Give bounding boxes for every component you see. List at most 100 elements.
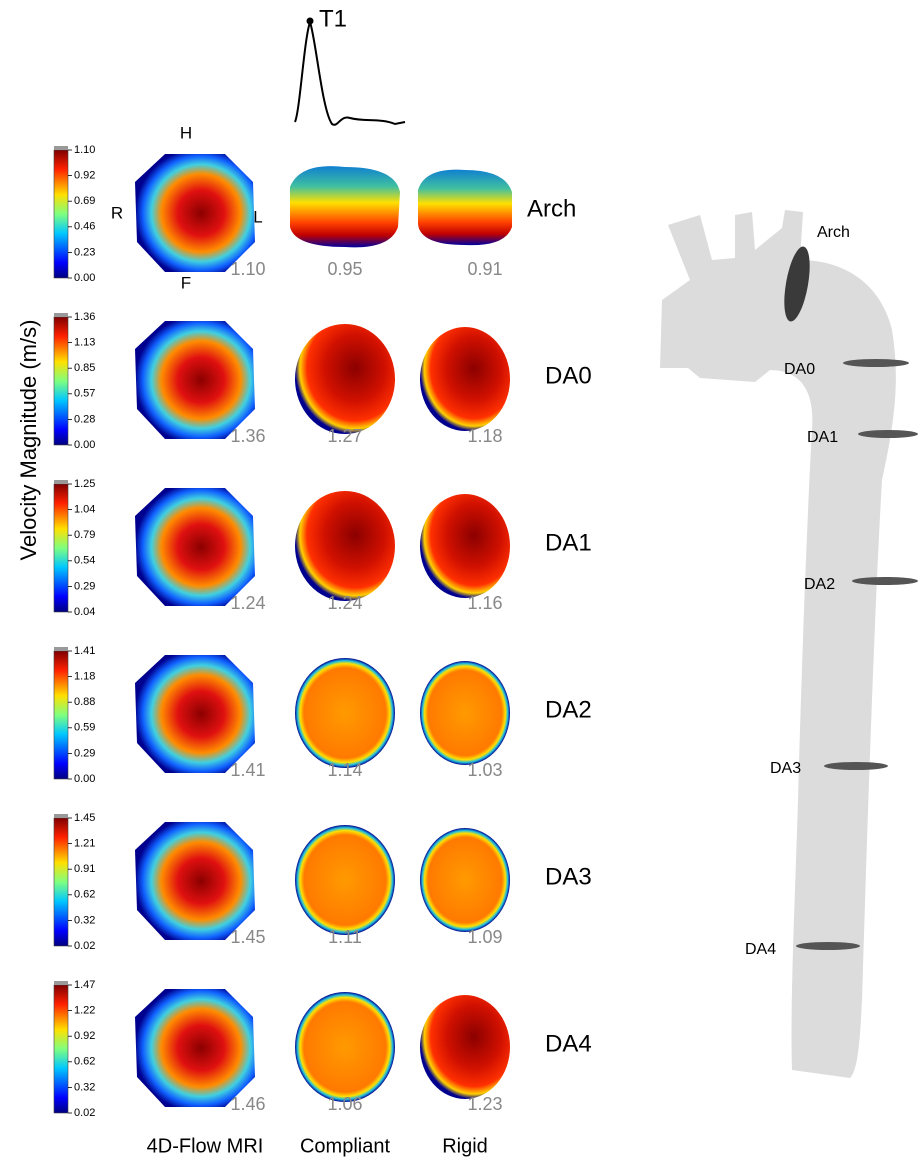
row-label: DA1 xyxy=(545,529,592,556)
colorbar-cap xyxy=(54,146,68,150)
colorbar-tick-label: 0.32 xyxy=(74,1081,95,1093)
max-value: 1.46 xyxy=(230,1094,265,1114)
colorbar-tick-label: 1.22 xyxy=(74,1005,95,1017)
max-value: 1.27 xyxy=(327,426,362,446)
row: 1.471.220.920.620.320.02DA41.461.061.23 xyxy=(54,979,592,1119)
colorbar xyxy=(54,317,68,445)
mri-map xyxy=(135,822,255,940)
aorta-label: DA0 xyxy=(784,361,815,378)
colorbar-tick-label: 0.29 xyxy=(74,747,95,759)
colorbar-tick-label: 0.92 xyxy=(74,170,95,182)
compliant-map xyxy=(295,992,395,1102)
cut-plane xyxy=(796,942,860,950)
colorbar-tick-label: 0.62 xyxy=(74,1056,95,1068)
compliant-map xyxy=(290,166,400,247)
orientation-label: F xyxy=(181,273,191,292)
rigid-map xyxy=(420,995,510,1099)
mri-map xyxy=(135,655,255,773)
mri-map xyxy=(135,989,255,1107)
compliant-map xyxy=(295,324,395,434)
colorbar-tick-label: 1.18 xyxy=(74,671,95,683)
colorbar-tick-label: 0.62 xyxy=(74,889,95,901)
compliant-map xyxy=(295,825,395,935)
rigid-map xyxy=(420,661,510,765)
colorbar-tick-label: 0.28 xyxy=(74,413,95,425)
rigid-map xyxy=(420,494,510,598)
max-value: 1.16 xyxy=(467,593,502,613)
mri-map xyxy=(135,321,255,439)
max-value: 1.36 xyxy=(230,426,265,446)
colorbar-tick-label: 0.00 xyxy=(74,439,95,451)
colorbar-tick-label: 0.88 xyxy=(74,696,95,708)
waveform-marker xyxy=(307,18,314,25)
figure: T1 Velocity Magnitude (m/s) H L F R Arch… xyxy=(0,0,918,1163)
colorbar-tick-label: 0.91 xyxy=(74,863,95,875)
mri-map xyxy=(135,154,255,272)
compliant-map xyxy=(295,658,395,768)
cut-plane xyxy=(843,359,909,367)
max-value: 1.14 xyxy=(327,760,362,780)
aorta-label: DA4 xyxy=(745,941,776,958)
colorbar-cap xyxy=(54,647,68,651)
colorbar-tick-label: 1.25 xyxy=(74,478,95,490)
colorbar xyxy=(54,985,68,1113)
aorta-label: DA2 xyxy=(804,576,835,593)
max-value: 1.03 xyxy=(467,760,502,780)
max-value: 1.23 xyxy=(467,1094,502,1114)
colorbar xyxy=(54,818,68,946)
colorbar-cap xyxy=(54,814,68,818)
column-label: 4D-Flow MRI xyxy=(147,1135,264,1157)
cut-plane xyxy=(824,762,888,770)
colorbar-tick-label: 0.23 xyxy=(74,246,95,258)
colorbar-tick-label: 0.00 xyxy=(74,773,95,785)
colorbar-tick-label: 0.92 xyxy=(74,1030,95,1042)
max-value: 1.10 xyxy=(230,259,265,279)
aorta-label: Arch xyxy=(817,224,850,241)
row-label: DA2 xyxy=(545,696,592,723)
orientation-label: H xyxy=(180,123,192,142)
rigid-map xyxy=(418,170,512,246)
colorbar-tick-label: 1.47 xyxy=(74,979,95,991)
colorbar-tick-label: 0.32 xyxy=(74,914,95,926)
orientation-label: R xyxy=(111,203,123,222)
column-label: Compliant xyxy=(300,1135,390,1157)
waveform xyxy=(295,22,405,125)
colorbar-tick-label: 0.02 xyxy=(74,1107,95,1119)
colorbar-tick-label: 0.00 xyxy=(74,272,95,284)
colorbar-tick-label: 1.13 xyxy=(74,337,95,349)
orientation-label: L xyxy=(253,207,262,226)
max-value: 0.91 xyxy=(467,259,502,279)
row-label: DA4 xyxy=(545,1030,592,1057)
cut-plane xyxy=(852,577,918,585)
row-label: DA3 xyxy=(545,863,592,890)
colorbar xyxy=(54,484,68,612)
column-label: Rigid xyxy=(442,1135,488,1157)
colorbar-cap xyxy=(54,313,68,317)
colorbar xyxy=(54,651,68,779)
max-value: 1.24 xyxy=(327,593,362,613)
colorbar-tick-label: 0.54 xyxy=(74,555,95,567)
rigid-map xyxy=(420,828,510,932)
colorbar-tick-label: 1.41 xyxy=(74,645,95,657)
row-label: DA0 xyxy=(545,362,592,389)
max-value: 1.24 xyxy=(230,593,265,613)
colorbar-tick-label: 1.04 xyxy=(74,504,95,516)
max-value: 1.11 xyxy=(328,927,362,947)
max-value: 1.09 xyxy=(467,927,502,947)
colorbar-tick-label: 1.36 xyxy=(74,311,95,323)
max-value: 1.45 xyxy=(230,927,265,947)
colorbar-tick-label: 1.21 xyxy=(74,838,95,850)
colorbar xyxy=(54,150,68,278)
colorbar-tick-label: 1.45 xyxy=(74,812,95,824)
max-value: 1.18 xyxy=(467,426,502,446)
colorbar-cap xyxy=(54,480,68,484)
rigid-map xyxy=(420,327,510,431)
colorbar-tick-label: 0.85 xyxy=(74,362,95,374)
colorbar-tick-label: 0.69 xyxy=(74,195,95,207)
